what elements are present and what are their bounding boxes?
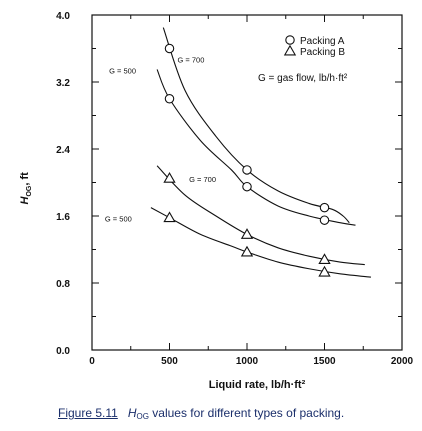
x-tick-label: 1000 bbox=[236, 356, 259, 367]
x-axis-title: Liquid rate, lb/h·ft² bbox=[209, 379, 306, 391]
legend-marker bbox=[285, 35, 295, 45]
data-point bbox=[164, 94, 175, 104]
legend-label: Packing B bbox=[300, 47, 345, 58]
data-point bbox=[163, 172, 176, 183]
data-point bbox=[164, 43, 175, 54]
series-line bbox=[156, 69, 356, 226]
chart: 0 500 1000 1500 2000 0.0 0.8 1.6 2.4 3.2 4.0 Liquid… bbox=[19, 11, 414, 391]
figure-label: Figure 5.11 bbox=[58, 406, 118, 420]
y-tick-label: 3.2 bbox=[56, 78, 70, 89]
data-point bbox=[240, 228, 254, 239]
x-tick-label: 1500 bbox=[313, 356, 336, 367]
data-point bbox=[318, 265, 331, 277]
curve-label: G = 700 bbox=[189, 175, 216, 184]
data-point bbox=[319, 215, 330, 225]
legend-note: G = gas flow, lb/h·ft² bbox=[258, 73, 348, 84]
legend-marker bbox=[283, 44, 297, 56]
curve-label: G = 500 bbox=[109, 66, 136, 75]
y-tick-label: 0.8 bbox=[56, 279, 70, 290]
figure-caption: Figure 5.11 HOG values for different typ… bbox=[58, 406, 344, 421]
data-point bbox=[242, 165, 252, 175]
x-tick-label: 0 bbox=[89, 356, 95, 367]
data-point bbox=[242, 181, 252, 192]
curve-label: G = 500 bbox=[105, 215, 132, 224]
y-tick-label: 0.0 bbox=[56, 346, 70, 357]
legend-label: Packing A bbox=[300, 36, 345, 47]
data-point bbox=[319, 202, 330, 213]
figure-caption-text: HOG values for different types of packin… bbox=[127, 406, 345, 421]
series-line bbox=[162, 27, 350, 224]
y-tick-label: 4.0 bbox=[56, 11, 70, 22]
data-point bbox=[163, 211, 176, 223]
x-tick-label: 500 bbox=[161, 356, 178, 367]
plot-area: 0 500 1000 1500 2000 0.0 0.8 1.6 2.4 3.2 4.0 Liquid… bbox=[19, 11, 414, 391]
y-axis-title: HOG, ft bbox=[19, 172, 33, 205]
series-line bbox=[150, 207, 372, 278]
y-tick-label: 2.4 bbox=[56, 145, 70, 156]
x-tick-label: 2000 bbox=[391, 356, 414, 367]
y-tick-label: 1.6 bbox=[56, 212, 70, 223]
series-line bbox=[156, 165, 365, 266]
data-point bbox=[318, 253, 331, 265]
data-point bbox=[240, 245, 254, 257]
curve-label: G = 700 bbox=[178, 56, 205, 65]
